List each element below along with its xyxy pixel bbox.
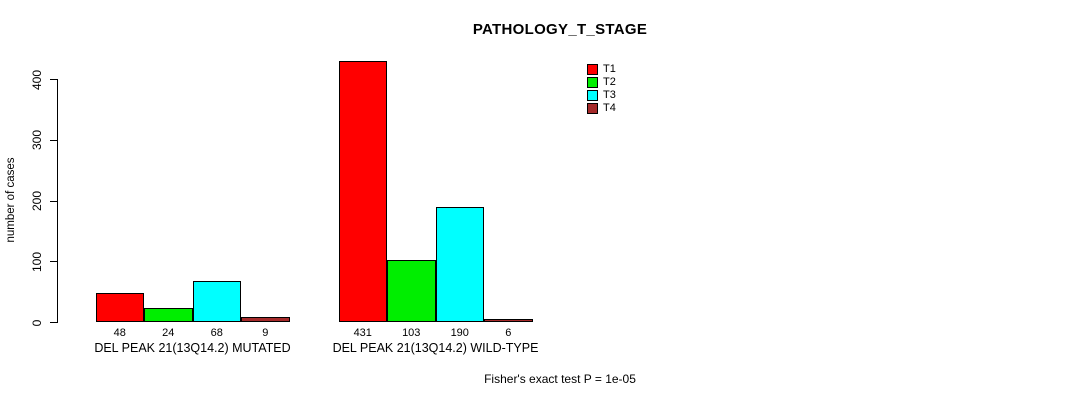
y-tick-label: 0 xyxy=(30,319,44,326)
bar-value-label: 68 xyxy=(210,327,223,339)
legend-row-t3: T3 xyxy=(587,89,616,102)
bar-t1-group1 xyxy=(95,293,144,323)
bar-t4-group1 xyxy=(241,317,290,323)
y-tick-label: 400 xyxy=(30,69,44,90)
y-tick-mark xyxy=(50,200,57,202)
legend-row-t2: T2 xyxy=(587,76,616,89)
y-tick-mark xyxy=(50,261,57,263)
legend-row-t1: T1 xyxy=(587,63,616,76)
legend-label: T3 xyxy=(603,89,616,101)
y-tick-label: 200 xyxy=(30,190,44,212)
legend-label: T4 xyxy=(603,102,616,114)
bar-value-label: 48 xyxy=(113,327,126,339)
legend-row-t4: T4 xyxy=(587,102,616,115)
legend-swatch-t3 xyxy=(587,90,598,101)
legend-swatch-t4 xyxy=(587,103,598,114)
legend-swatch-t2 xyxy=(587,77,598,88)
legend-label: T1 xyxy=(603,63,616,75)
bar-t3-group2 xyxy=(435,207,484,323)
legend-label: T2 xyxy=(603,76,616,88)
y-axis-label: number of cases xyxy=(5,157,17,243)
category-label-mutated: DEL PEAK 21(13Q14.2) MUTATED xyxy=(94,341,291,355)
y-tick-mark xyxy=(50,79,57,80)
y-tick-label: 100 xyxy=(30,251,44,272)
y-tick-mark xyxy=(50,322,57,323)
bar-value-label: 190 xyxy=(450,327,469,339)
y-tick-mark xyxy=(50,139,57,141)
legend: T1 T2 T3 T4 xyxy=(587,63,616,115)
bar-value-label: 431 xyxy=(353,327,372,339)
bar-t2-group2 xyxy=(387,259,436,323)
bar-t4-group2 xyxy=(484,318,533,323)
chart-title: PATHOLOGY_T_STAGE xyxy=(472,21,648,38)
annotation-fishers-test: Fisher's exact test P = 1e-05 xyxy=(484,372,636,386)
y-axis-line xyxy=(57,79,58,323)
bar-t3-group1 xyxy=(192,281,241,323)
category-label-wild-type: DEL PEAK 21(13Q14.2) WILD-TYPE xyxy=(332,341,539,355)
y-tick-label: 300 xyxy=(30,130,44,151)
bar-value-label: 6 xyxy=(505,327,512,339)
bar-t2-group1 xyxy=(144,307,193,323)
bar-value-label: 103 xyxy=(402,327,421,339)
bar-value-label: 24 xyxy=(162,327,175,339)
bar-t1-group2 xyxy=(338,60,387,323)
legend-swatch-t1 xyxy=(587,64,598,75)
bar-value-label: 9 xyxy=(262,327,269,339)
